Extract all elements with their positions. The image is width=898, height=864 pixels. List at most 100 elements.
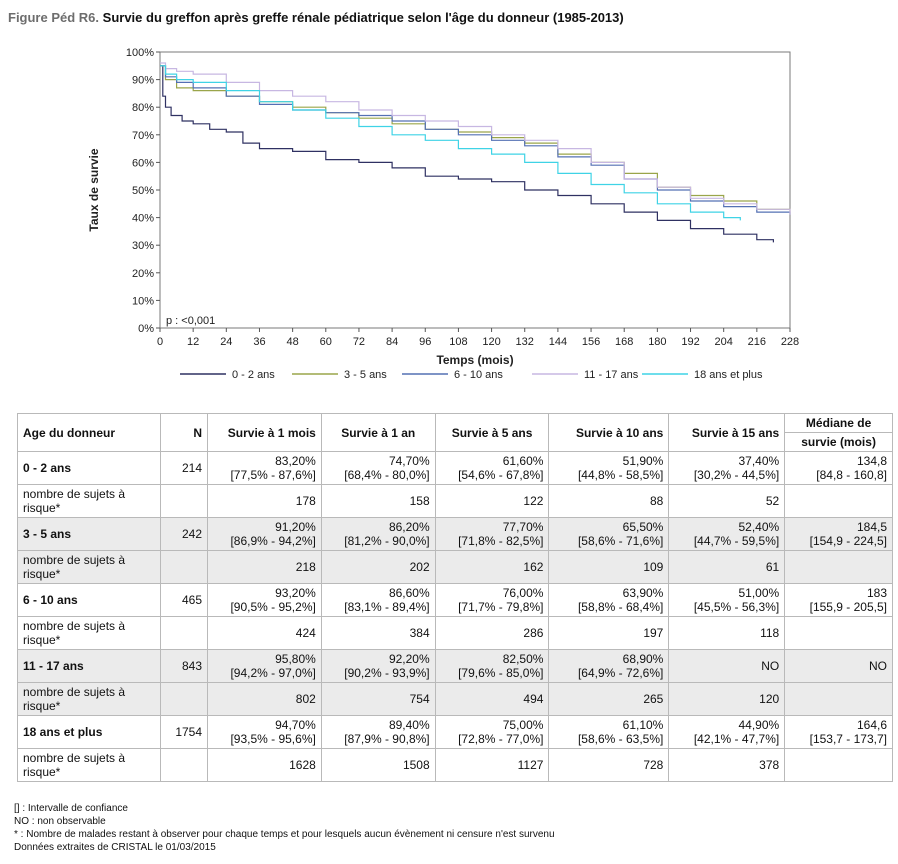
empty-cell [784,484,893,518]
at-risk-count: 754 [320,682,436,716]
survival-cell: 37,40% [30,2% - 44,5%] [668,451,786,485]
y-tick-label: 50% [132,185,154,197]
at-risk-count: 265 [548,682,670,716]
at-risk-label: nombre de sujets à risque* [16,550,162,584]
col-header-10-years: Survie à 10 ans [548,413,670,452]
col-header-1-year: Survie à 1 an [320,413,436,452]
survival-cell: 82,50% [79,6% - 85,0%] [434,649,550,683]
confidence-interval: [58,6% - 63,5%] [577,732,664,746]
table-row: 11 - 17 ans 843 95,80% [94,2% - 97,0%] 92,20… [16,649,893,683]
survival-cell: 94,70% [93,5% - 95,6%] [207,715,322,749]
x-tick-label: 120 [482,336,500,348]
plot-frame [159,51,791,329]
legend-label: 3 - 5 ans [344,369,387,381]
survival-cell: 83,20% [77,5% - 87,6%] [207,451,322,485]
survival-value: NO [761,659,780,673]
confidence-interval: [77,5% - 87,6%] [230,468,316,482]
at-risk-count: 61 [668,550,786,584]
survival-cell: NO [668,649,786,683]
survival-cell: NO [784,649,893,683]
footnote-no: NO : non observable [14,816,106,827]
survival-cell: 52,40% [44,7% - 59,5%] [668,517,786,551]
footnote-ci: [] : Intervalle de confiance [14,803,128,814]
footnote-risk: * : Nombre de malades restant à observer… [14,829,555,840]
survival-value: 65,50% [622,520,664,534]
confidence-interval: [44,7% - 59,5%] [693,534,780,548]
row-group-label: 11 - 17 ans [16,649,162,683]
survival-cell: 74,70% [68,4% - 80,0%] [320,451,436,485]
x-tick-label: 216 [748,336,766,348]
x-tick-label: 96 [419,336,431,348]
survival-value: 91,20% [275,520,316,534]
y-tick-label: 0% [138,323,154,335]
survival-value: 61,10% [622,718,664,732]
confidence-interval: [79,6% - 85,0%] [458,666,544,680]
survival-value: 93,20% [275,586,316,600]
survival-cell: 184,5 [154,9 - 224,5] [784,517,893,551]
col-header-median-line2: survie (mois) [784,432,893,452]
x-tick-label: 12 [187,336,199,348]
row-group-label: 0 - 2 ans [16,451,162,485]
y-tick-label: 10% [132,295,154,307]
survival-value: 61,60% [502,454,544,468]
at-risk-count: 109 [548,550,670,584]
survival-cell: 86,20% [81,2% - 90,0%] [320,517,436,551]
survival-value: 37,40% [738,454,780,468]
table-row-at-risk: nombre de sujets à risque* 1628 1508 1127 72… [16,748,893,782]
figure-number: Figure Péd R6. [8,10,100,25]
confidence-interval: [44,8% - 58,5%] [577,468,664,482]
survival-value: 164,6 [856,718,887,732]
table-row: 0 - 2 ans 214 83,20% [77,5% - 87,6%] 74,70%[… [16,451,893,485]
confidence-interval: [64,9% - 72,6%] [577,666,664,680]
survival-value: 75,00% [502,718,544,732]
series-line-1 [160,65,774,243]
empty-cell [784,682,893,716]
confidence-interval: [58,8% - 68,4%] [577,600,664,614]
survival-value: 44,90% [738,718,780,732]
survival-cell: 75,00% [72,8% - 77,0%] [434,715,550,749]
survival-cell: 91,20% [86,9% - 94,2%] [207,517,322,551]
at-risk-count: 52 [668,484,786,518]
at-risk-count: 286 [434,616,550,650]
survival-cell: 63,90% [58,8% - 68,4%] [548,583,670,617]
footnote-source: Données extraites de CRISTAL le 01/03/20… [14,842,216,853]
table-row: 6 - 10 ans 465 93,20% [90,5% - 95,2%] 86,60%… [16,583,893,617]
at-risk-count: 1508 [320,748,436,782]
survival-value: 82,50% [502,652,544,666]
confidence-interval: [81,2% - 90,0%] [344,534,430,548]
at-risk-count: 802 [207,682,322,716]
survival-value: 51,00% [738,586,780,600]
at-risk-count: 162 [434,550,550,584]
confidence-interval: [90,2% - 93,9%] [344,666,430,680]
y-tick-label: 30% [132,240,154,252]
x-tick-label: 108 [449,336,467,348]
series-line-3 [160,65,791,215]
col-header-median-line1: Médiane de [784,413,893,433]
row-n: 465 [160,583,209,617]
x-tick-label: 144 [549,336,567,348]
survival-cell: 134,8 [84,8 - 160,8] [784,451,893,485]
at-risk-count: 197 [548,616,670,650]
row-n: 214 [160,451,209,485]
at-risk-count: 378 [668,748,786,782]
col-header-1-month: Survie à 1 mois [207,413,322,452]
confidence-interval: [30,2% - 44,5%] [693,468,780,482]
confidence-interval: [87,9% - 90,8%] [344,732,430,746]
empty-cell [784,616,893,650]
x-tick-label: 168 [615,336,633,348]
survival-value: 92,20% [388,652,430,666]
survival-cell: 76,00% [71,7% - 79,8%] [434,583,550,617]
confidence-interval: [54,6% - 67,8%] [458,468,544,482]
empty-cell [160,550,209,584]
at-risk-label: nombre de sujets à risque* [16,616,162,650]
y-tick-label: 40% [132,213,154,225]
at-risk-count: 178 [207,484,322,518]
survival-cell: 92,20% [90,2% - 93,9%] [320,649,436,683]
at-risk-count: 120 [668,682,786,716]
series-line-5 [160,65,741,221]
survival-value: 134,8 [856,454,887,468]
confidence-interval: [72,8% - 77,0%] [458,732,544,746]
confidence-interval: [155,9 - 205,5] [809,600,887,614]
at-risk-count: 218 [207,550,322,584]
at-risk-count: 158 [320,484,436,518]
